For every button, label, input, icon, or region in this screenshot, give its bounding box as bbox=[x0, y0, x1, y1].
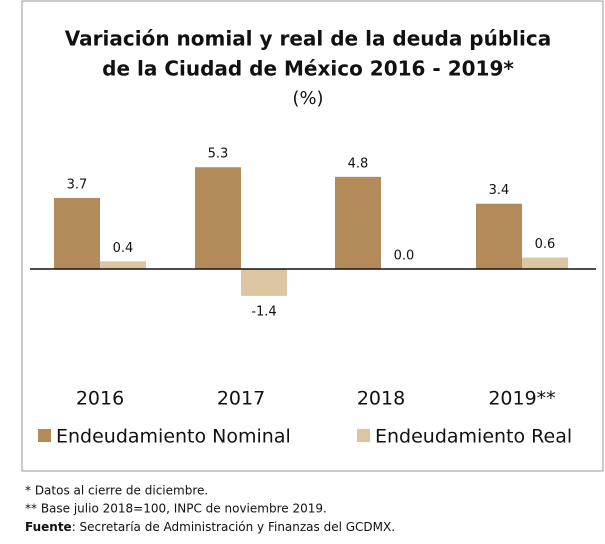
bar bbox=[522, 257, 568, 269]
value-label: 0.6 bbox=[535, 237, 556, 252]
value-label: 0.4 bbox=[113, 241, 134, 256]
chart-subtitle: (%) bbox=[292, 88, 323, 109]
value-label: -1.4 bbox=[251, 304, 276, 319]
legend-swatch bbox=[38, 429, 51, 442]
chart-title: Variación nomial y real de la deuda públ… bbox=[65, 27, 551, 51]
footnote: ** Base julio 2018=100, INPC de noviembr… bbox=[25, 502, 327, 516]
footnote: * Datos al cierre de diciembre. bbox=[25, 484, 208, 498]
bar bbox=[54, 197, 100, 269]
x-tick-label: 2018 bbox=[357, 388, 405, 410]
legend-label: Endeudamiento Real bbox=[375, 426, 572, 448]
source: Fuente: Secretaría de Administración y F… bbox=[25, 520, 395, 534]
value-label: 3.4 bbox=[489, 183, 510, 198]
source-text: : Secretaría de Administración y Finanza… bbox=[72, 520, 395, 534]
bar bbox=[241, 269, 287, 296]
chart-border bbox=[21, 0, 604, 472]
bar bbox=[100, 261, 146, 269]
x-tick-label: 2016 bbox=[76, 388, 124, 410]
x-tick-label: 2019** bbox=[488, 388, 555, 410]
legend-label: Endeudamiento Nominal bbox=[56, 426, 291, 448]
x-tick-label: 2017 bbox=[217, 388, 265, 410]
bar bbox=[476, 203, 522, 269]
bar bbox=[195, 167, 241, 269]
chart-title: de la Ciudad de México 2016 - 2019* bbox=[102, 57, 514, 81]
legend-swatch bbox=[357, 429, 370, 442]
value-label: 0.0 bbox=[394, 249, 415, 264]
value-label: 4.8 bbox=[348, 156, 369, 171]
bar bbox=[335, 176, 381, 269]
source-label: Fuente bbox=[25, 520, 72, 534]
value-label: 5.3 bbox=[208, 147, 229, 162]
value-label: 3.7 bbox=[67, 177, 88, 192]
